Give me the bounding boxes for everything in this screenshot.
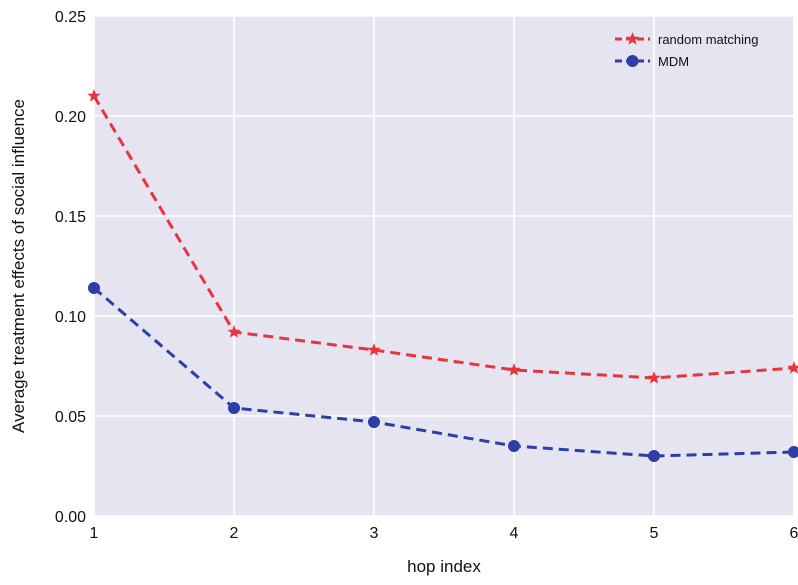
series-line bbox=[93, 286, 795, 458]
y-tick-label: 0.15 bbox=[55, 209, 86, 226]
data-point bbox=[228, 402, 240, 414]
y-tick-label: 0.05 bbox=[55, 409, 86, 426]
data-point bbox=[368, 416, 380, 428]
data-point bbox=[787, 361, 798, 374]
y-tick-label: 0.20 bbox=[55, 109, 86, 126]
star-marker-icon bbox=[625, 32, 640, 45]
legend-item: MDM bbox=[615, 54, 689, 69]
x-tick-label: 2 bbox=[230, 525, 239, 542]
data-point bbox=[507, 363, 521, 376]
x-tick-label: 6 bbox=[790, 525, 798, 542]
data-point bbox=[647, 371, 661, 384]
legend-item: random matching bbox=[615, 32, 758, 47]
x-tick-label: 3 bbox=[370, 525, 379, 542]
series-mdm bbox=[88, 282, 798, 462]
data-point bbox=[227, 325, 241, 338]
legend-label: MDM bbox=[658, 54, 689, 69]
x-tick-label: 1 bbox=[90, 525, 99, 542]
y-tick-label: 0.00 bbox=[55, 509, 86, 526]
data-point bbox=[367, 343, 381, 356]
series-random-matching bbox=[87, 89, 798, 384]
x-tick-label: 4 bbox=[510, 525, 519, 542]
y-axis-label: Average treatment effects of social infl… bbox=[9, 99, 28, 433]
x-axis-label: hop index bbox=[407, 557, 481, 576]
series-group bbox=[87, 89, 798, 462]
grid bbox=[93, 15, 795, 517]
data-point bbox=[87, 89, 101, 102]
legend-label: random matching bbox=[658, 32, 758, 47]
plot-area bbox=[94, 16, 794, 516]
data-point bbox=[508, 440, 520, 452]
circle-marker-icon bbox=[626, 55, 639, 67]
x-axis-ticks: 1 2 3 4 5 6 bbox=[90, 525, 798, 542]
series-line bbox=[92, 95, 795, 380]
y-tick-label: 0.10 bbox=[55, 309, 86, 326]
data-point bbox=[648, 450, 660, 462]
data-point bbox=[788, 446, 798, 458]
legend: random matching MDM bbox=[615, 32, 758, 69]
data-point bbox=[88, 282, 100, 294]
y-axis-ticks: 0.00 0.05 0.10 0.15 0.20 0.25 bbox=[55, 9, 86, 526]
x-tick-label: 5 bbox=[650, 525, 659, 542]
y-tick-label: 0.25 bbox=[55, 9, 86, 26]
